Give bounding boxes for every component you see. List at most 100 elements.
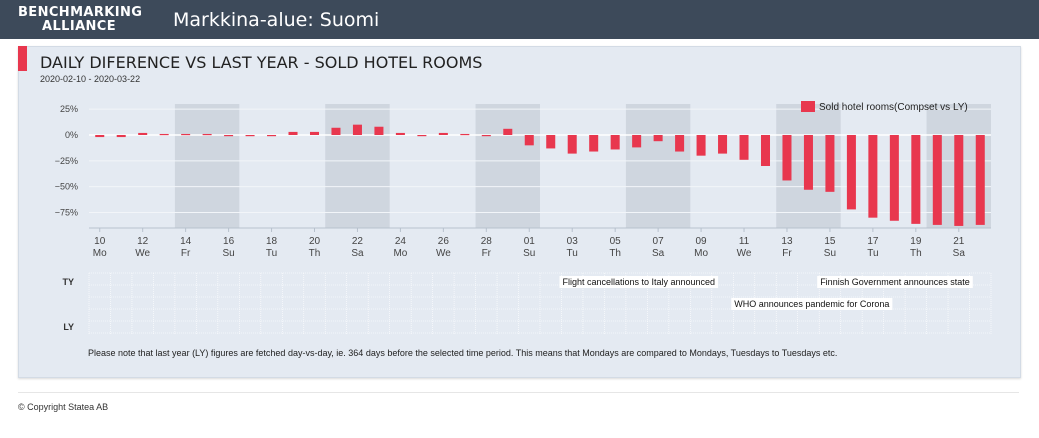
bar — [503, 128, 513, 135]
logo-line-1: BENCHMARKING — [18, 5, 143, 20]
x-tick-day: 26 — [438, 236, 450, 247]
bar — [803, 135, 813, 190]
x-tick-weekday: Th — [910, 248, 922, 259]
bar — [546, 135, 556, 149]
copyright-text: © Copyright Statea AB — [18, 402, 109, 412]
x-tick-day: 12 — [137, 236, 149, 247]
weekend-band — [325, 104, 390, 228]
y-tick-label: 0% — [65, 130, 78, 140]
x-tick-day: 14 — [180, 236, 192, 247]
bar — [760, 135, 771, 166]
bar — [159, 133, 169, 136]
footer-divider — [18, 392, 1019, 393]
event-label: Flight cancellations to Italy announced — [562, 277, 715, 287]
x-tick-day: 28 — [481, 236, 493, 247]
ly-explanation-note: Please note that last year (LY) figures … — [88, 348, 838, 358]
bar — [309, 131, 320, 135]
logo-line-2: ALLIANCE — [42, 19, 117, 34]
x-tick-day: 22 — [352, 236, 364, 247]
bar — [438, 132, 448, 135]
bar — [395, 132, 405, 135]
bar — [975, 135, 985, 225]
bar — [610, 135, 620, 150]
date-range: 2020-02-10 - 2020-03-22 — [40, 74, 141, 84]
bar — [911, 135, 921, 224]
x-tick-day: 15 — [824, 236, 836, 247]
bar — [954, 135, 964, 226]
bar — [846, 135, 856, 210]
y-tick-label: 25% — [60, 104, 78, 114]
x-tick-weekday: Fr — [181, 248, 191, 259]
y-tick-label: −75% — [55, 208, 78, 218]
weekend-band — [475, 104, 540, 228]
x-tick-day: 24 — [395, 236, 407, 247]
bar — [95, 135, 105, 138]
x-tick-weekday: Sa — [652, 248, 665, 259]
x-tick-day: 05 — [610, 236, 622, 247]
bar — [352, 124, 362, 135]
bar — [589, 135, 599, 152]
legend-label: Sold hotel rooms(Compset vs LY) — [819, 102, 968, 113]
bar — [224, 135, 234, 137]
bar — [374, 126, 384, 135]
bar — [696, 135, 706, 156]
event-label-bg — [731, 298, 893, 310]
x-tick-day: 09 — [696, 236, 708, 247]
x-tick-weekday: Su — [824, 248, 836, 259]
x-tick-day: 07 — [653, 236, 665, 247]
bar — [460, 133, 470, 136]
x-tick-day: 03 — [567, 236, 579, 247]
x-tick-day: 18 — [266, 236, 278, 247]
bar — [331, 127, 341, 135]
bar — [739, 135, 749, 160]
x-tick-day: 17 — [867, 236, 879, 247]
event-label-bg — [817, 276, 973, 288]
x-tick-day: 01 — [524, 236, 536, 247]
bar — [417, 135, 427, 137]
x-tick-weekday: Mo — [694, 248, 708, 259]
bar — [567, 135, 577, 154]
x-tick-weekday: Mo — [93, 248, 107, 259]
chart-title: DAILY DIFERENCE VS LAST YEAR - SOLD HOTE… — [40, 53, 483, 72]
x-tick-day: 10 — [94, 236, 106, 247]
market-area-title: Markkina-alue: Suomi — [173, 9, 380, 31]
ty-row-label: TY — [62, 277, 74, 287]
card-accent-marker — [18, 46, 27, 71]
bar — [675, 135, 685, 152]
x-tick-weekday: Fr — [482, 248, 492, 259]
x-tick-weekday: Tu — [867, 248, 878, 259]
x-tick-weekday: We — [436, 248, 451, 259]
bar — [481, 135, 491, 137]
bar — [288, 131, 298, 135]
x-tick-day: 16 — [223, 236, 235, 247]
x-tick-weekday: Th — [609, 248, 621, 259]
x-tick-weekday: Mo — [393, 248, 407, 259]
bar — [889, 135, 899, 221]
x-tick-weekday: Sa — [953, 248, 966, 259]
x-tick-day: 20 — [309, 236, 321, 247]
event-label: WHO announces pandemic for Corona — [734, 299, 889, 309]
x-tick-weekday: Fr — [782, 248, 792, 259]
bar — [181, 133, 191, 136]
bar — [524, 135, 534, 146]
bar — [932, 135, 942, 225]
top-navigation-bar: BENCHMARKING ALLIANCE Markkina-alue: Suo… — [0, 0, 1039, 39]
x-tick-day: 21 — [953, 236, 965, 247]
x-tick-day: 19 — [910, 236, 922, 247]
bar — [202, 133, 212, 136]
x-tick-weekday: Su — [523, 248, 535, 259]
x-tick-weekday: Tu — [567, 248, 578, 259]
event-label-bg — [559, 276, 719, 288]
bar — [653, 135, 663, 142]
benchmarking-alliance-logo[interactable]: BENCHMARKING ALLIANCE — [18, 6, 142, 34]
bar — [825, 135, 835, 192]
ly-row-label: LY — [63, 322, 74, 332]
legend-swatch — [801, 101, 815, 112]
x-tick-day: 11 — [739, 236, 750, 247]
bar — [782, 135, 792, 181]
bar — [138, 132, 148, 135]
bar — [267, 135, 277, 137]
x-tick-weekday: Su — [222, 248, 234, 259]
x-tick-weekday: We — [135, 248, 150, 259]
bar — [868, 135, 878, 218]
